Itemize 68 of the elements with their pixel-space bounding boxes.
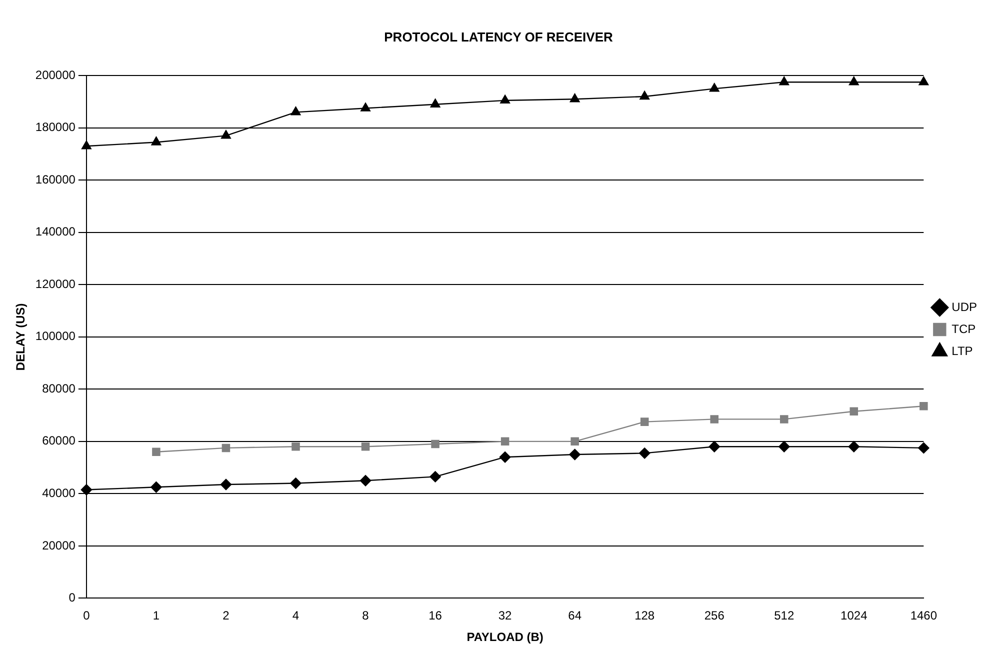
point bbox=[709, 83, 720, 92]
x-tick-label: 0 bbox=[83, 608, 90, 623]
point bbox=[780, 415, 788, 424]
y-tick-label: 160000 bbox=[35, 172, 76, 186]
point bbox=[850, 407, 858, 416]
legend-label: UDP bbox=[952, 300, 978, 314]
x-tick-label: 1460 bbox=[910, 608, 938, 623]
y-tick-label: 20000 bbox=[42, 538, 76, 552]
point bbox=[290, 478, 302, 489]
point bbox=[640, 418, 649, 426]
point bbox=[500, 94, 510, 104]
y-axis-title: DELAY (US) bbox=[14, 303, 28, 371]
x-tick-label: 64 bbox=[568, 608, 582, 623]
point bbox=[778, 441, 790, 452]
point bbox=[499, 452, 511, 463]
point bbox=[779, 76, 790, 86]
point bbox=[361, 442, 370, 451]
point bbox=[150, 482, 162, 493]
point bbox=[569, 448, 580, 460]
point bbox=[710, 415, 718, 424]
y-tick-label: 120000 bbox=[35, 276, 76, 291]
point bbox=[918, 76, 929, 86]
point bbox=[431, 440, 440, 448]
point bbox=[430, 98, 440, 108]
point bbox=[500, 437, 510, 446]
x-tick-label: 16 bbox=[428, 608, 442, 623]
x-tick-label: 2 bbox=[222, 608, 230, 623]
chart-title: PROTOCOL LATENCY OF RECEIVER bbox=[384, 29, 614, 44]
point bbox=[918, 442, 930, 454]
point bbox=[222, 444, 230, 452]
point bbox=[570, 437, 579, 446]
point bbox=[80, 484, 92, 496]
point bbox=[360, 475, 372, 486]
point bbox=[290, 106, 301, 116]
x-tick-label: 8 bbox=[362, 608, 370, 623]
y-tick-label: 40000 bbox=[42, 486, 76, 500]
point bbox=[920, 402, 928, 410]
point bbox=[221, 130, 231, 139]
y-tick-label: 140000 bbox=[35, 224, 76, 239]
y-tick-label: 60000 bbox=[42, 434, 76, 448]
x-tick-label: 128 bbox=[634, 608, 655, 623]
point bbox=[430, 471, 441, 482]
point bbox=[570, 94, 580, 102]
point bbox=[360, 102, 370, 112]
point bbox=[848, 441, 860, 452]
point bbox=[82, 140, 92, 150]
x-tick-label: 4 bbox=[292, 608, 300, 623]
point bbox=[292, 442, 300, 451]
y-tick-label: 100000 bbox=[35, 329, 76, 344]
point bbox=[638, 448, 650, 459]
x-tick-label: 32 bbox=[498, 608, 512, 623]
point bbox=[151, 136, 162, 146]
y-tick-label: 180000 bbox=[35, 120, 76, 134]
x-tick-label: 1 bbox=[152, 608, 160, 623]
y-tick-label: 0 bbox=[68, 590, 76, 605]
point bbox=[220, 478, 232, 490]
y-tick-label: 80000 bbox=[42, 381, 76, 396]
point bbox=[708, 441, 720, 452]
point bbox=[152, 448, 160, 456]
point bbox=[640, 90, 650, 100]
x-axis-title: PAYLOAD (B) bbox=[466, 630, 544, 644]
y-tick-label: 200000 bbox=[35, 68, 76, 82]
point bbox=[848, 76, 859, 86]
legend-label: LTP bbox=[952, 344, 973, 358]
x-tick-label: 1024 bbox=[840, 608, 868, 623]
x-tick-label: 256 bbox=[704, 608, 725, 623]
x-tick-label: 512 bbox=[774, 608, 794, 623]
legend-label: TCP bbox=[952, 322, 976, 336]
